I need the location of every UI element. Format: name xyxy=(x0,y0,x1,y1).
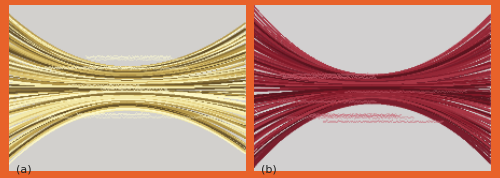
Text: (b): (b) xyxy=(261,164,277,174)
Text: (a): (a) xyxy=(16,164,32,174)
